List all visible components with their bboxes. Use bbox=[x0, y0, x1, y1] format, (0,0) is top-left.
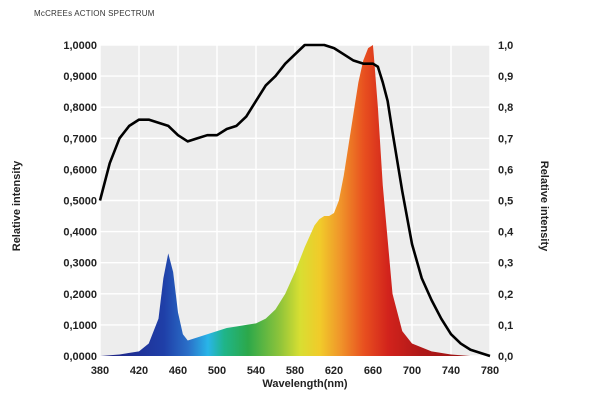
x-tick-label: 380 bbox=[91, 365, 109, 377]
y-tick-label-right: 1,0 bbox=[498, 40, 513, 52]
x-tick-label: 580 bbox=[286, 365, 304, 377]
y-tick-label-left: 1,0000 bbox=[63, 40, 97, 52]
y-tick-label-right: 0,1 bbox=[498, 320, 513, 332]
y-tick-label-right: 0,0 bbox=[498, 351, 513, 363]
y-tick-label-left: 0,9000 bbox=[63, 71, 97, 83]
y-tick-label-left: 0,5000 bbox=[63, 196, 97, 208]
y-tick-label-left: 0,0000 bbox=[63, 351, 97, 363]
y-tick-label-right: 0,3 bbox=[498, 258, 513, 270]
x-tick-label: 660 bbox=[364, 365, 382, 377]
y-tick-label-left: 0,4000 bbox=[63, 227, 97, 239]
y-tick-label-right: 0,4 bbox=[498, 227, 514, 239]
y-tick-label-left: 0,1000 bbox=[63, 320, 97, 332]
spectrum-area bbox=[100, 45, 490, 356]
x-tick-label: 500 bbox=[208, 365, 226, 377]
x-axis-label: Wavelength(nm) bbox=[262, 378, 348, 390]
chart-title: McCREEs ACTION SPECTRUM bbox=[34, 9, 155, 18]
action-spectrum-line bbox=[98, 43, 491, 358]
x-tick-label: 780 bbox=[481, 365, 499, 377]
y-tick-label-right: 0,9 bbox=[498, 71, 513, 83]
x-tick-label: 620 bbox=[325, 365, 343, 377]
x-tick-label: 420 bbox=[130, 365, 148, 377]
y-tick-label-right: 0,8 bbox=[498, 102, 513, 114]
y-tick-label-left: 0,7000 bbox=[63, 133, 97, 145]
x-tick-label: 460 bbox=[169, 365, 187, 377]
y-tick-label-right: 0,7 bbox=[498, 133, 513, 145]
y-tick-label-right: 0,6 bbox=[498, 164, 513, 176]
y-tick-label-left: 0,3000 bbox=[63, 258, 97, 270]
x-tick-label: 540 bbox=[247, 365, 265, 377]
y-tick-label-right: 0,2 bbox=[498, 289, 513, 301]
y-tick-label-left: 0,2000 bbox=[63, 289, 97, 301]
x-tick-label: 700 bbox=[403, 365, 421, 377]
x-tick-label: 740 bbox=[442, 365, 460, 377]
y-tick-label-right: 0,5 bbox=[498, 196, 513, 208]
y-tick-label-left: 0,8000 bbox=[63, 102, 97, 114]
y-tick-label-left: 0,6000 bbox=[63, 164, 97, 176]
